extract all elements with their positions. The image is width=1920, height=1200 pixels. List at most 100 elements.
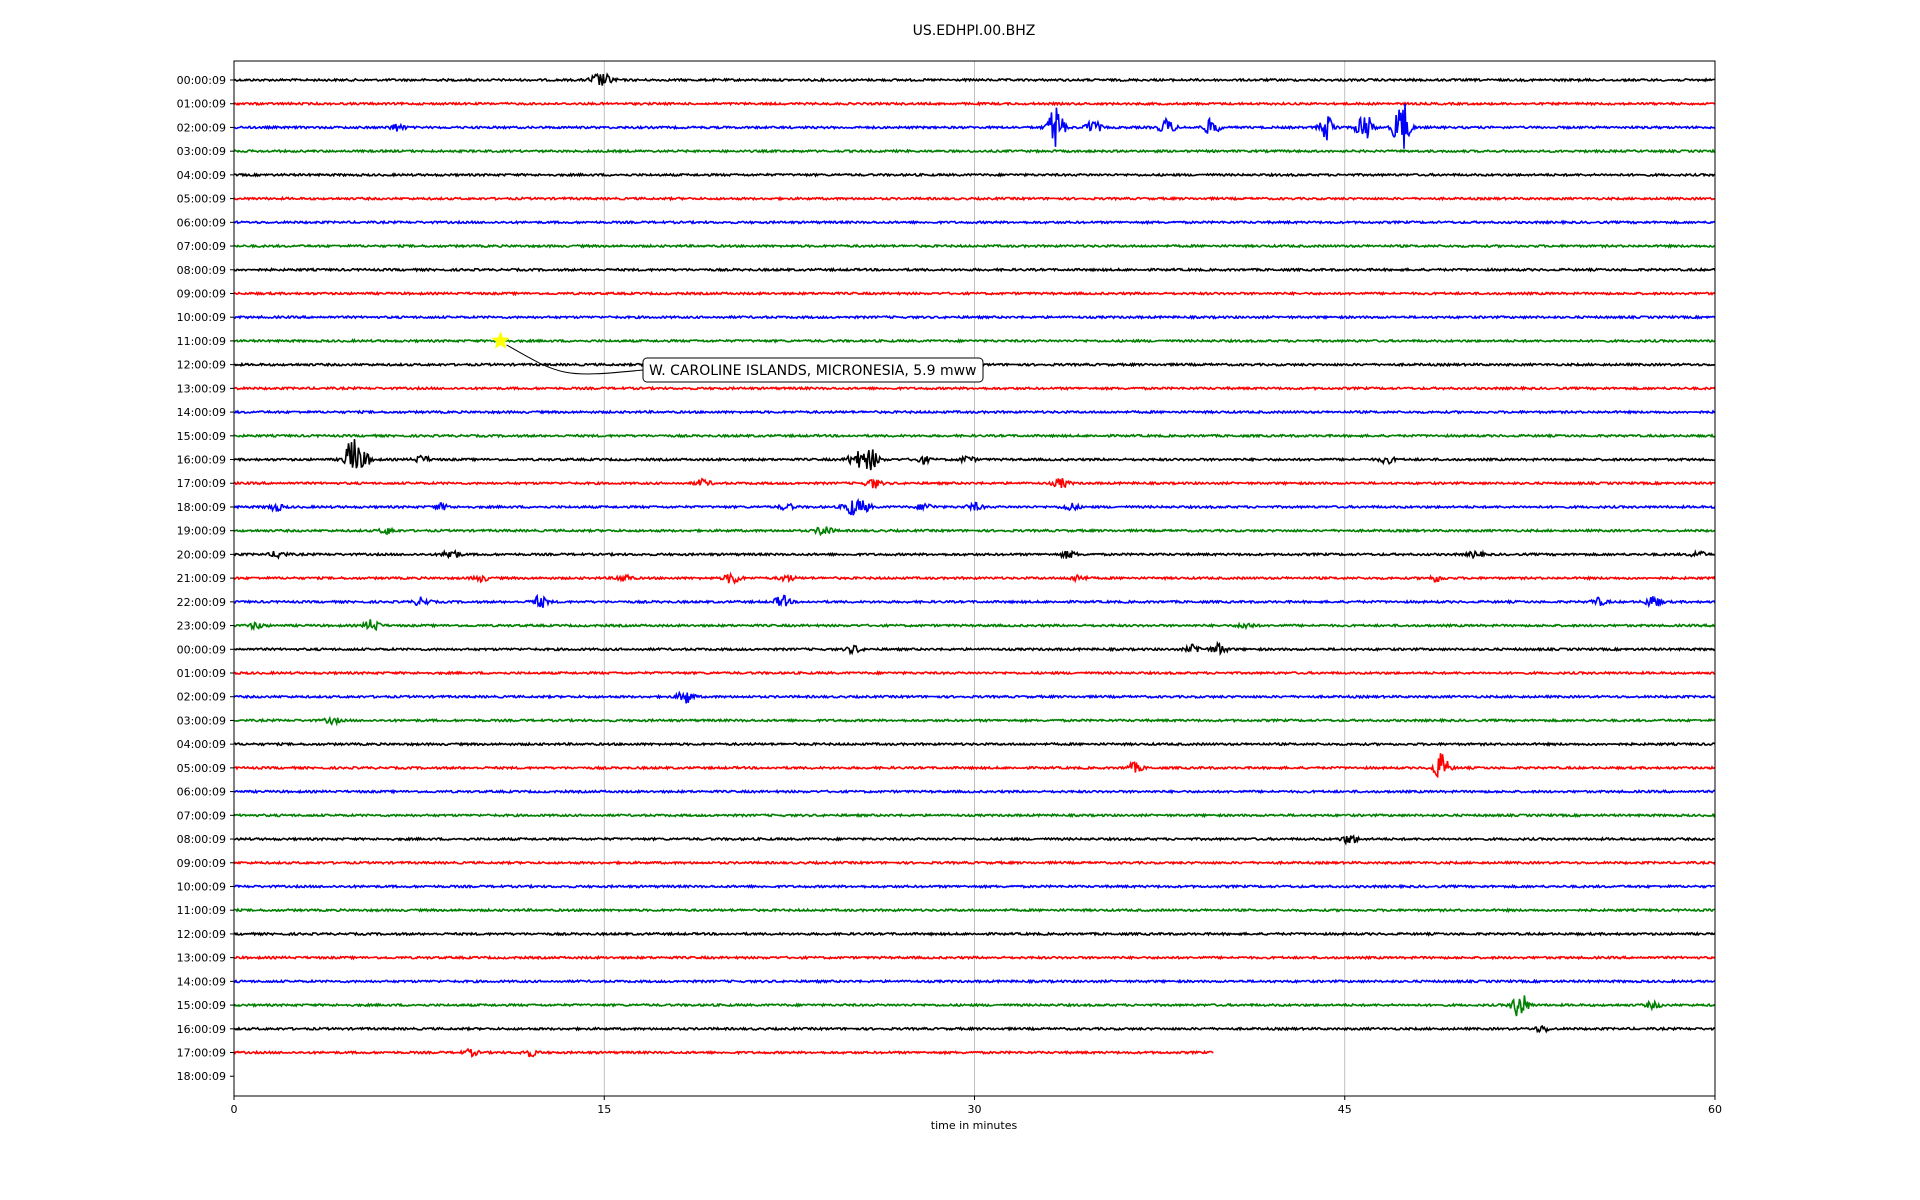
- y-tick-label: 09:00:09: [177, 287, 226, 300]
- y-tick-label: 22:00:09: [177, 596, 226, 609]
- trace-row-20: [233, 548, 1716, 560]
- trace-row-7: [233, 243, 1716, 249]
- y-tick-label: 08:00:09: [177, 833, 226, 846]
- trace-row-25: [233, 670, 1716, 676]
- trace-row-11: [233, 338, 1716, 344]
- y-tick-label: 10:00:09: [177, 880, 226, 893]
- trace-row-38: [233, 978, 1716, 985]
- y-axis-ticks: 00:00:09 01:00:09 02:00:09 03:00:09 04:00:09…: [177, 74, 234, 1083]
- x-tick-label: 60: [1708, 1103, 1722, 1116]
- trace-row-18: [233, 497, 1716, 516]
- y-tick-label: 10:00:09: [177, 311, 226, 324]
- y-tick-label: 14:00:09: [177, 406, 226, 419]
- y-tick-label: 02:00:09: [177, 691, 226, 704]
- y-tick-label: 12:00:09: [177, 359, 226, 372]
- y-tick-label: 08:00:09: [177, 264, 226, 277]
- y-tick-label: 13:00:09: [177, 952, 226, 965]
- trace-row-4: [233, 172, 1716, 178]
- trace-row-1: [233, 100, 1716, 107]
- trace-row-36: [233, 931, 1716, 937]
- trace-row-33: [233, 859, 1716, 866]
- y-tick-label: 14:00:09: [177, 975, 226, 988]
- trace-row-6: [233, 219, 1716, 226]
- y-tick-label: 00:00:09: [177, 74, 226, 87]
- seismic-traces: [233, 72, 1716, 1058]
- annotation-arrow: [506, 344, 644, 375]
- trace-row-14: [233, 409, 1716, 415]
- trace-row-15: [233, 433, 1716, 439]
- trace-row-13: [233, 385, 1716, 392]
- event-star-icon: [491, 331, 510, 349]
- trace-row-2: [233, 103, 1716, 149]
- y-tick-label: 11:00:09: [177, 904, 226, 917]
- y-tick-label: 02:00:09: [177, 121, 226, 134]
- trace-row-26: [233, 690, 1716, 704]
- trace-row-22: [233, 593, 1716, 609]
- chart-title: US.EDHPI.00.BHZ: [913, 23, 1036, 39]
- trace-row-41: [233, 1047, 1214, 1058]
- trace-row-32: [233, 834, 1716, 846]
- trace-row-5: [233, 195, 1716, 202]
- y-tick-label: 04:00:09: [177, 738, 226, 751]
- trace-row-24: [233, 640, 1716, 657]
- trace-row-21: [233, 571, 1716, 585]
- trace-row-40: [233, 1024, 1715, 1034]
- x-tick-label: 30: [968, 1103, 982, 1116]
- y-tick-label: 23:00:09: [177, 620, 226, 633]
- y-tick-label: 11:00:09: [177, 335, 226, 348]
- annotation-label: W. CAROLINE ISLANDS, MICRONESIA, 5.9 mww: [649, 363, 976, 379]
- y-tick-label: 18:00:09: [177, 1070, 226, 1083]
- trace-row-27: [234, 715, 1716, 727]
- trace-row-16: [233, 439, 1716, 471]
- trace-row-8: [233, 266, 1716, 273]
- trace-row-34: [233, 883, 1716, 890]
- trace-row-39: [233, 995, 1716, 1017]
- trace-row-9: [233, 290, 1716, 297]
- y-tick-label: 07:00:09: [177, 240, 226, 253]
- y-tick-label: 00:00:09: [177, 643, 226, 656]
- y-tick-label: 01:00:09: [177, 98, 226, 111]
- x-tick-label: 0: [231, 1103, 238, 1116]
- y-tick-label: 03:00:09: [177, 714, 226, 727]
- y-tick-label: 13:00:09: [177, 382, 226, 395]
- y-tick-label: 15:00:09: [177, 430, 226, 443]
- x-axis-ticks: 0 15 30 45 60: [231, 1096, 1722, 1116]
- trace-row-30: [233, 788, 1716, 795]
- y-tick-label: 15:00:09: [177, 999, 226, 1012]
- x-axis-label: time in minutes: [931, 1119, 1018, 1132]
- y-tick-label: 06:00:09: [177, 216, 226, 229]
- y-tick-label: 03:00:09: [177, 145, 226, 158]
- y-tick-label: 05:00:09: [177, 193, 226, 206]
- trace-row-0: [233, 72, 1716, 86]
- y-tick-label: 04:00:09: [177, 169, 226, 182]
- trace-row-35: [233, 907, 1716, 914]
- y-tick-label: 05:00:09: [177, 762, 226, 775]
- y-tick-label: 12:00:09: [177, 928, 226, 941]
- y-tick-label: 09:00:09: [177, 857, 226, 870]
- plot-frame: [233, 60, 1716, 1097]
- y-tick-label: 17:00:09: [177, 477, 226, 490]
- y-tick-label: 19:00:09: [177, 525, 226, 538]
- y-tick-label: 16:00:09: [177, 1023, 226, 1036]
- trace-row-3: [233, 148, 1716, 154]
- y-tick-label: 17:00:09: [177, 1047, 226, 1060]
- y-tick-label: 06:00:09: [177, 786, 226, 799]
- trace-row-37: [233, 954, 1716, 961]
- y-tick-label: 07:00:09: [177, 809, 226, 822]
- trace-row-19: [233, 526, 1716, 537]
- trace-row-28: [233, 741, 1716, 747]
- event-annotation: W. CAROLINE ISLANDS, MICRONESIA, 5.9 mww: [491, 331, 984, 383]
- trace-row-17: [233, 477, 1716, 489]
- trace-row-29: [233, 753, 1716, 779]
- trace-row-10: [233, 314, 1716, 321]
- y-tick-label: 20:00:09: [177, 548, 226, 561]
- x-tick-label: 45: [1338, 1103, 1352, 1116]
- annotation-box: [642, 357, 984, 383]
- x-tick-label: 15: [597, 1103, 611, 1116]
- trace-row-31: [233, 812, 1716, 819]
- trace-row-23: [233, 619, 1716, 632]
- y-tick-label: 18:00:09: [177, 501, 226, 514]
- y-tick-label: 16:00:09: [177, 454, 226, 467]
- y-tick-label: 21:00:09: [177, 572, 226, 585]
